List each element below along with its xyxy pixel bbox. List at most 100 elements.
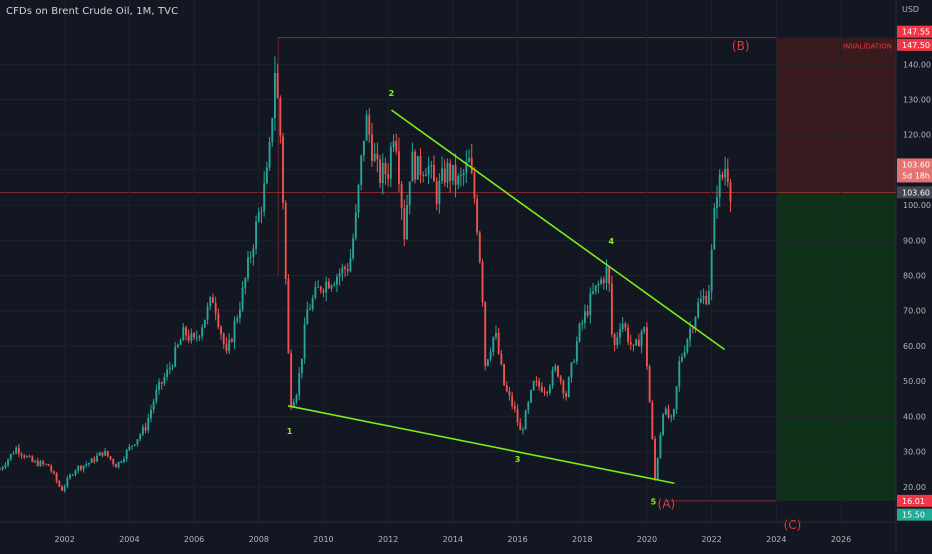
candle-body — [400, 184, 403, 209]
candle-body — [292, 401, 295, 408]
candle-body — [217, 313, 220, 327]
candle-body — [451, 164, 454, 181]
price-tick-label: 50.00 — [903, 377, 926, 386]
invalidation-label: INVALIDATION — [843, 43, 892, 51]
candle-body — [222, 334, 225, 345]
candle-body — [209, 297, 212, 307]
candle-body — [519, 422, 522, 431]
candle-body — [182, 327, 185, 341]
candle-body — [274, 73, 276, 119]
candle-body — [17, 447, 20, 454]
price-tick-label: 120.00 — [903, 131, 931, 140]
price-tick-label: 140.00 — [903, 60, 931, 69]
candle-body — [203, 319, 206, 328]
candle-body — [195, 337, 198, 339]
candle-body — [276, 73, 279, 98]
candle-body — [198, 336, 201, 338]
wave-label-abc: (A) — [658, 497, 676, 511]
candle-body — [721, 174, 724, 178]
candle-body — [406, 205, 408, 240]
candle-body — [206, 306, 209, 320]
candle-body — [360, 155, 363, 185]
candle-body — [290, 353, 293, 408]
candle-body — [594, 285, 597, 292]
candle-body — [543, 391, 546, 393]
time-tick-label: 2014 — [443, 535, 463, 544]
candle-body — [554, 365, 557, 371]
candle-body — [508, 391, 511, 396]
candle-body — [287, 278, 290, 354]
candle-body — [257, 212, 260, 222]
candle-body — [473, 172, 476, 199]
candle-body — [244, 278, 247, 288]
candle-body — [384, 162, 387, 175]
candle-body — [557, 365, 559, 377]
candle-body — [114, 463, 117, 468]
candle-body — [179, 340, 182, 345]
candle-body — [565, 393, 568, 397]
candle-body — [627, 327, 630, 342]
candle-body — [670, 416, 673, 418]
candle-body — [495, 332, 497, 337]
candle-body — [446, 163, 449, 183]
candle-body — [702, 296, 705, 299]
candle-body — [546, 391, 549, 393]
price-tick-label: 40.00 — [903, 412, 926, 421]
candle-body — [152, 401, 155, 410]
candle-body — [718, 174, 721, 198]
candle-body — [408, 181, 411, 206]
candle-body — [69, 474, 72, 479]
candle-body — [90, 458, 93, 464]
candle-body — [435, 181, 438, 204]
candle-body — [63, 486, 66, 491]
candle-body — [131, 445, 134, 447]
time-tick-label: 2012 — [378, 535, 398, 544]
symbol-title: CFDs on Brent Crude Oil, 1M, TVC — [6, 6, 179, 17]
candle-body — [416, 155, 419, 180]
candle-body — [193, 333, 196, 338]
candle-body — [185, 327, 187, 336]
candle-body — [39, 461, 42, 467]
price-tick-label: 130.00 — [903, 95, 931, 104]
candle-body — [443, 168, 446, 183]
candle-body — [562, 380, 565, 394]
current-price-tag-bg — [897, 158, 932, 183]
candle-body — [271, 118, 274, 142]
candle-body — [12, 453, 15, 455]
candle-body — [106, 450, 109, 457]
candle-body — [174, 346, 177, 367]
time-tick-label: 2020 — [637, 535, 657, 544]
price-tick-label: 100.00 — [903, 201, 931, 210]
candle-body — [640, 331, 643, 347]
candle-body — [516, 408, 519, 423]
candle-body — [629, 341, 632, 345]
candle-body — [379, 159, 382, 183]
candle-body — [187, 335, 190, 341]
candle-body — [462, 172, 465, 176]
price-tag-target-high: 16.01 — [902, 497, 925, 506]
candle-body — [9, 453, 12, 460]
candle-body — [160, 382, 163, 384]
candle-body — [368, 115, 371, 135]
candle-body — [241, 287, 244, 310]
candle-body — [34, 460, 36, 462]
candle-body — [20, 453, 23, 456]
time-tick-label: 2004 — [119, 535, 139, 544]
candle-body — [478, 232, 481, 263]
candle-body — [141, 426, 144, 435]
candle-body — [707, 291, 710, 305]
candle-body — [505, 385, 508, 392]
price-tick-label: 20.00 — [903, 483, 926, 492]
candle-body — [88, 463, 90, 465]
candle-body — [233, 321, 236, 342]
candle-body — [85, 464, 88, 466]
candle-body — [459, 175, 462, 177]
candle-body — [112, 459, 115, 464]
candle-body — [476, 198, 479, 233]
candle-body — [521, 429, 524, 431]
candle-body — [158, 382, 160, 390]
candle-body — [449, 163, 452, 181]
candle-body — [325, 281, 328, 293]
